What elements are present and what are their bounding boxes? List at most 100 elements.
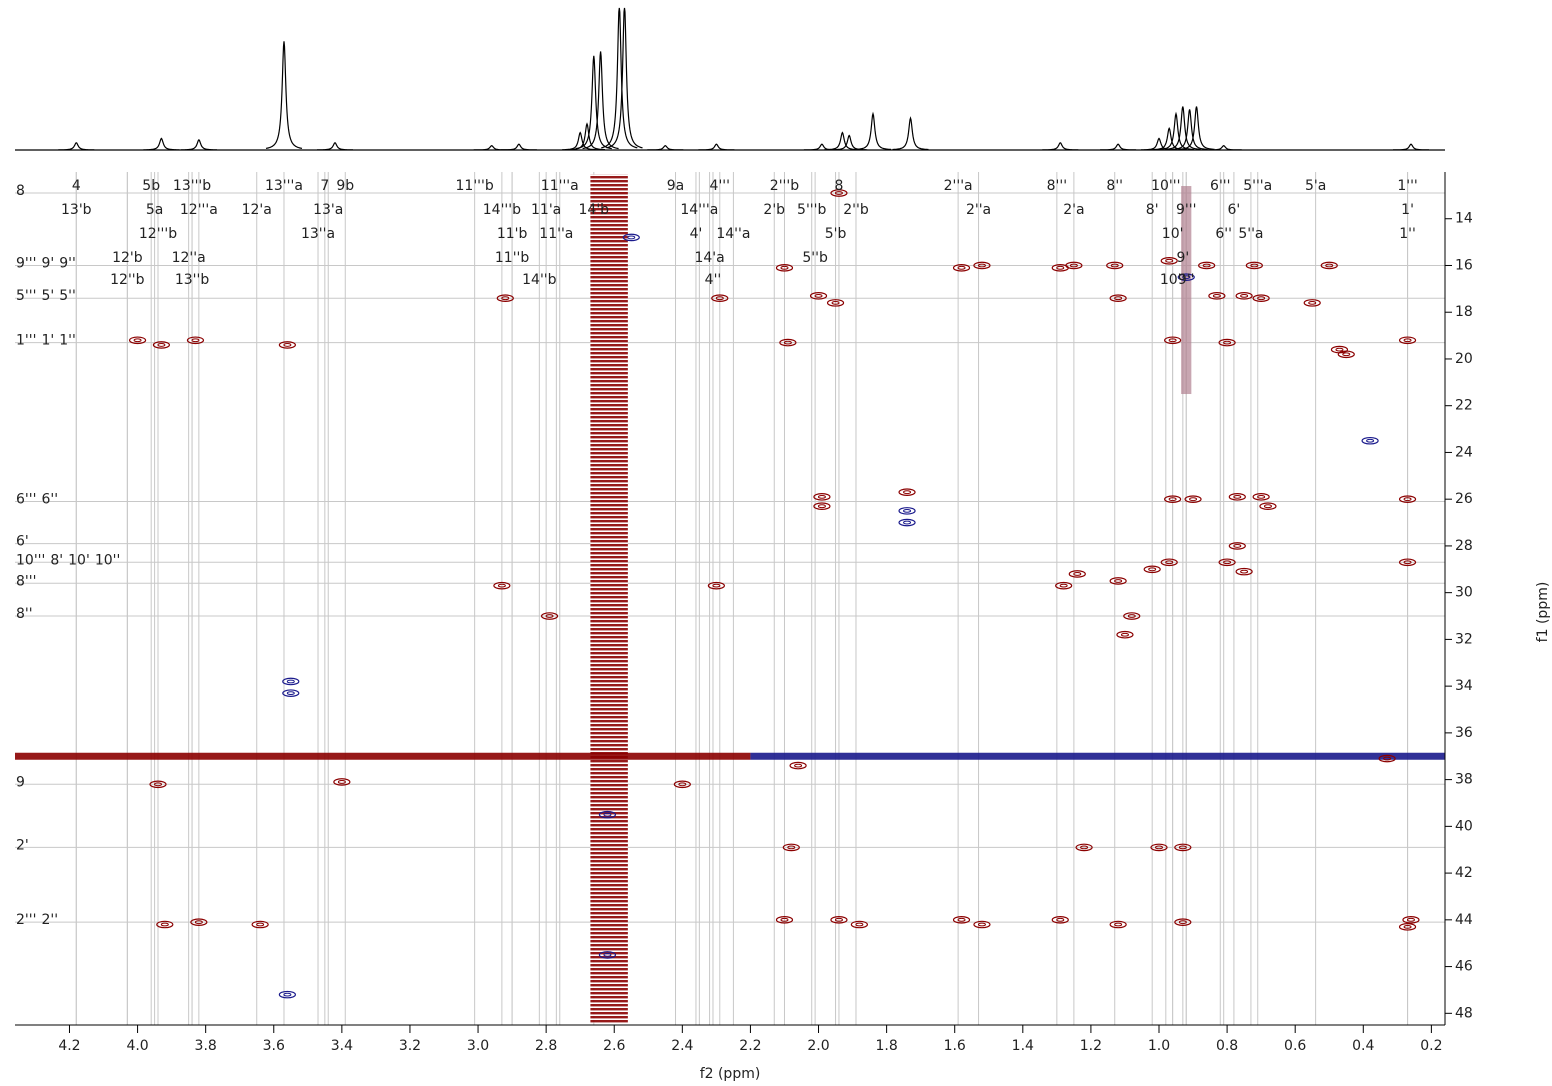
projection-peak	[1171, 109, 1208, 150]
cross-peak	[1402, 916, 1420, 924]
cross-peak-contour	[813, 502, 831, 510]
annotation-label: 1''	[59, 333, 76, 349]
cross-peak-core	[1257, 494, 1266, 499]
x-tick-label: 1.2	[1080, 1038, 1102, 1054]
cross-peak-core	[817, 504, 826, 509]
x-tick-label: 1.8	[875, 1038, 897, 1054]
cross-peak-core	[1240, 569, 1249, 574]
cross-peak	[1174, 918, 1192, 926]
cross-peak-contour	[333, 778, 351, 786]
cross-peak-contour	[1218, 338, 1236, 347]
annotation-label: 1'	[1401, 202, 1414, 218]
cross-peak	[1143, 565, 1161, 574]
y-tick-label: 46	[1455, 959, 1473, 975]
annotation-label: 6'''	[1210, 178, 1230, 194]
cross-peak-core	[977, 922, 986, 927]
projection-peak	[1393, 143, 1429, 151]
cross-peak	[496, 294, 514, 302]
annotation-label: 14''b	[522, 272, 557, 288]
y-tick-label: 20	[1455, 351, 1473, 367]
cross-peak-core	[855, 922, 864, 927]
cross-peak-contour	[622, 233, 640, 242]
annotation-label: 5'	[41, 288, 54, 304]
cross-peak-core	[712, 583, 721, 588]
cross-peak-core	[1080, 845, 1089, 850]
x-tick-label: 2.4	[671, 1038, 693, 1054]
cross-peak-core	[1114, 296, 1123, 301]
projection-peak	[824, 131, 861, 151]
x-tick-label: 2.6	[603, 1038, 625, 1054]
cross-peak	[333, 778, 351, 786]
projection-peak	[1141, 137, 1177, 151]
annotation-label: 4	[72, 178, 81, 194]
cross-peak-contour	[1109, 577, 1127, 585]
cross-peak-contour	[1252, 294, 1270, 302]
annotation-label: 8''	[1106, 178, 1123, 194]
cross-peak-contour	[779, 338, 797, 347]
x-tick-label: 1.6	[944, 1038, 966, 1054]
cross-peak-core	[780, 265, 789, 270]
cross-peak-core	[1148, 567, 1157, 572]
cross-peak	[1150, 843, 1168, 852]
cross-peak-core	[1114, 579, 1123, 583]
y-tick-label: 18	[1455, 304, 1473, 320]
annotation-label: 4'''	[710, 178, 730, 194]
cross-peak-contour	[152, 341, 171, 349]
annotation-label: 12'''b	[139, 226, 177, 242]
annotation-label: 5'''	[16, 288, 36, 304]
annotation-label: 11'''b	[456, 178, 494, 194]
cross-peak	[1228, 493, 1246, 501]
cross-peak-contour	[898, 488, 916, 496]
band	[1181, 186, 1192, 395]
annotation-label: 9''	[59, 255, 76, 271]
x-tick-label: 3.4	[331, 1038, 353, 1054]
annotation-label: 14''a	[716, 226, 750, 242]
y-tick-label: 14	[1455, 211, 1473, 227]
annotation-label: 6''	[41, 492, 58, 508]
cross-peak-core	[603, 952, 612, 957]
annotation-label: 10'	[1162, 226, 1184, 242]
annotation-label: 1'''	[16, 333, 36, 349]
annotation-label: 8'''	[16, 573, 36, 589]
cross-peak-contour	[496, 294, 514, 302]
annotation-label: 10'	[68, 552, 90, 568]
cross-peak-core	[834, 917, 843, 922]
cross-peak-contour	[1402, 916, 1420, 924]
annotation-label: 11'''a	[541, 178, 579, 194]
y-tick-label: 38	[1455, 772, 1473, 788]
cross-peak-contour	[540, 612, 559, 620]
cross-peak	[598, 951, 617, 959]
cross-peak	[282, 689, 300, 697]
cross-peak-contour	[1320, 261, 1338, 270]
cross-peak	[1235, 292, 1253, 300]
annotation-label: 13''a	[301, 226, 335, 242]
annotation-label: 8	[834, 178, 843, 194]
cross-peak	[1177, 273, 1195, 281]
cross-peak-core	[1178, 920, 1187, 925]
projection-peak	[606, 7, 643, 149]
cross-peak-contour	[186, 336, 205, 345]
cross-peak-core	[1366, 438, 1375, 443]
annotation-label: 11''a	[539, 226, 573, 242]
projection-peak	[265, 41, 303, 149]
projection-peak	[892, 116, 929, 151]
y-tick-label: 48	[1455, 1005, 1473, 1021]
band	[15, 752, 751, 760]
cross-peak	[1228, 542, 1246, 550]
annotation-label: 10''	[1160, 272, 1186, 288]
projection-peak	[601, 7, 638, 149]
projection-peak	[180, 138, 218, 151]
cross-peak-contour	[1228, 542, 1246, 550]
y-axis-label: f1 (ppm)	[1535, 582, 1551, 643]
annotation-label: 7	[320, 178, 329, 194]
cross-peak-contour	[1164, 495, 1182, 503]
annotation-label: 9'''	[1176, 202, 1196, 218]
annotation-label: 2'a	[1063, 202, 1084, 218]
cross-peak-contour	[711, 294, 729, 302]
cross-peak-contour	[673, 780, 691, 789]
cross-peak-contour	[1174, 918, 1192, 926]
band	[750, 752, 1445, 760]
projection-peak	[854, 111, 892, 151]
annotation-label: 1'''	[1397, 178, 1417, 194]
cross-peak	[1252, 493, 1270, 501]
